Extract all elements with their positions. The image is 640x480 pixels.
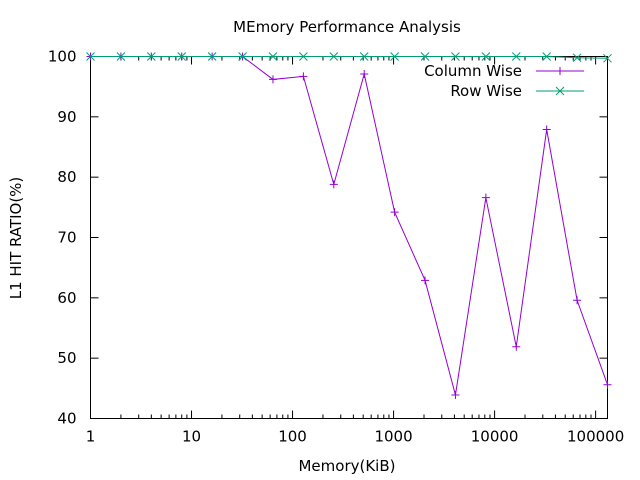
series-line	[90, 56, 608, 59]
y-axis: 40 50 60 70 80 90 100	[48, 48, 608, 428]
x-tick-label: 1	[86, 428, 96, 446]
y-tick-label: 70	[57, 229, 76, 247]
data-point	[359, 52, 369, 61]
y-tick-label: 100	[48, 48, 77, 66]
data-point	[329, 52, 339, 61]
data-point	[420, 52, 430, 61]
x-axis: 1 10 100 1000 10000 100000	[86, 56, 624, 446]
data-point	[573, 296, 582, 305]
series-1	[86, 52, 612, 63]
y-tick-label: 50	[57, 349, 76, 367]
legend-label: Row Wise	[450, 82, 522, 100]
x-axis-label: Memory(KiB)	[298, 457, 395, 475]
legend-label: Column Wise	[424, 62, 522, 80]
y-tick-label: 80	[57, 168, 76, 186]
x-tick-label: 10	[182, 428, 201, 446]
series-line	[90, 56, 608, 396]
data-point	[116, 52, 126, 61]
data-point	[177, 52, 187, 61]
data-point	[390, 52, 399, 61]
data-point	[299, 52, 308, 61]
x-tick-label: 10000	[471, 428, 519, 446]
data-point	[512, 342, 521, 351]
y-axis-label: L1 HIT RATIO(%)	[7, 177, 25, 300]
x-tick-label: 100000	[567, 428, 624, 446]
data-point	[511, 52, 521, 61]
data-point	[146, 52, 156, 61]
data-point	[268, 52, 278, 61]
data-point	[421, 276, 430, 285]
legend-marker	[555, 86, 565, 96]
legend: Column Wise Row Wise	[424, 62, 584, 100]
data-point	[360, 69, 369, 78]
data-point	[207, 52, 217, 61]
data-point	[481, 52, 491, 61]
data-point	[451, 52, 460, 61]
data-point	[268, 75, 277, 84]
x-tick-label: 100	[278, 428, 307, 446]
legend-marker	[556, 67, 564, 75]
series-0	[86, 52, 612, 399]
chart-title: MEmory Performance Analysis	[233, 18, 461, 36]
data-point	[329, 180, 338, 189]
data-point	[238, 52, 247, 61]
data-point	[542, 125, 551, 134]
data-point	[603, 380, 612, 389]
data-point	[542, 52, 552, 61]
data-point	[299, 72, 308, 81]
series-layer	[86, 52, 612, 399]
y-tick-label: 90	[57, 108, 76, 126]
data-point	[572, 53, 582, 63]
x-tick-label: 1000	[374, 428, 412, 446]
y-tick-label: 40	[57, 410, 76, 428]
plot-frame	[90, 56, 608, 419]
data-point	[390, 208, 399, 217]
data-point	[481, 193, 490, 202]
data-point	[603, 53, 612, 63]
y-tick-label: 60	[57, 289, 76, 307]
data-point	[451, 390, 460, 399]
data-point	[86, 52, 95, 61]
